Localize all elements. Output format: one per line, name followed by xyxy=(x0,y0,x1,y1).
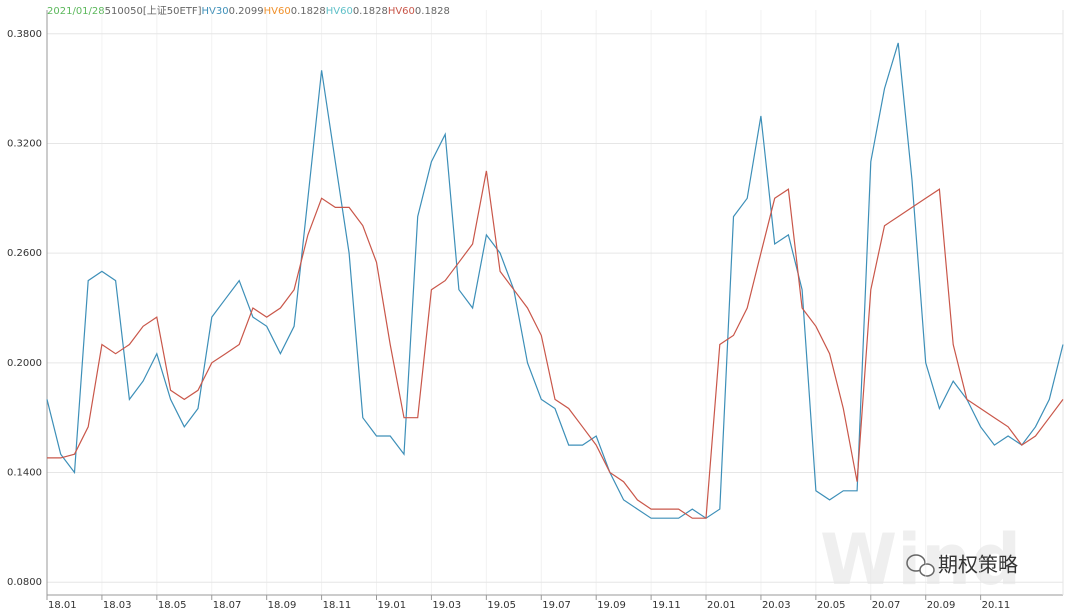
legend-name: HV30 xyxy=(202,6,229,17)
x-tick-label: 20.05 xyxy=(817,600,846,611)
legend-value: 0.1828 xyxy=(291,6,326,17)
x-tick-label: 18.09 xyxy=(268,600,297,611)
x-tick-label: 19.11 xyxy=(652,600,681,611)
x-tick-label: 19.09 xyxy=(597,600,626,611)
x-tick-label: 18.03 xyxy=(103,600,132,611)
x-tick-label: 20.07 xyxy=(872,600,901,611)
x-tick-label: 20.09 xyxy=(927,600,956,611)
x-tick-label: 20.03 xyxy=(762,600,791,611)
x-tick-label: 18.11 xyxy=(323,600,352,611)
header-ticker: 510050[上证50ETF] xyxy=(105,5,202,17)
watermark: Wind xyxy=(820,519,1021,601)
y-tick-label: 0.3200 xyxy=(7,138,42,149)
legend-value: 0.1828 xyxy=(353,6,388,17)
x-tick-label: 20.11 xyxy=(982,600,1011,611)
x-tick-label: 19.05 xyxy=(487,600,516,611)
legend-value: 0.1828 xyxy=(415,6,450,17)
x-tick-label: 18.05 xyxy=(158,600,187,611)
header-date: 2021/01/28 xyxy=(47,6,105,17)
y-tick-label: 0.1400 xyxy=(7,468,42,479)
line-series xyxy=(47,170,1064,519)
header: 2021/01/28510050[上证50ETF]HV300.2099HV600… xyxy=(47,5,450,17)
brand-icon xyxy=(906,554,935,577)
x-tick-label: 19.03 xyxy=(432,600,461,611)
line-series xyxy=(46,42,1064,519)
x-tick-label: 18.07 xyxy=(213,600,242,611)
legend-name: HV60 xyxy=(264,6,291,17)
y-tick-label: 0.2600 xyxy=(7,248,42,259)
y-tick-label: 0.2000 xyxy=(7,358,42,369)
legend-name: HV60 xyxy=(388,6,415,17)
x-tick-label: 19.07 xyxy=(542,600,571,611)
legend-name: HV60 xyxy=(326,6,353,17)
y-tick-label: 0.3800 xyxy=(7,29,42,40)
legend-value: 0.2099 xyxy=(229,6,264,17)
x-tick-label: 20.01 xyxy=(707,600,736,611)
x-tick-label: 19.01 xyxy=(378,600,407,611)
y-tick-label: 0.0800 xyxy=(7,577,42,588)
brand: 期权策略 xyxy=(938,553,1018,577)
x-tick-label: 18.01 xyxy=(48,600,77,611)
